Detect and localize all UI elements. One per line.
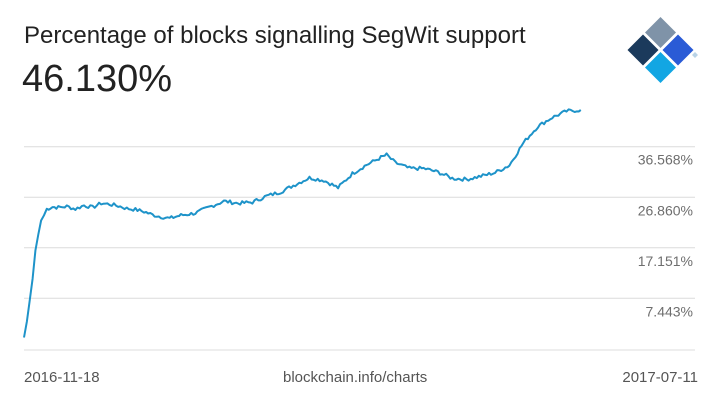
grid-lines xyxy=(24,146,695,351)
blockchain-logo-icon[interactable] xyxy=(623,15,698,90)
series-line xyxy=(23,108,582,338)
end-date: 2017-07-11 xyxy=(622,369,698,386)
current-value: 46.130% xyxy=(22,58,173,100)
y-tick-label: 7.443% xyxy=(646,303,693,319)
logo-tile-light xyxy=(645,52,676,83)
start-date: 2016-11-18 xyxy=(24,369,100,386)
y-axis-ticks: 7.443% 17.151% 26.860% 36.568% xyxy=(638,152,693,320)
y-tick-label: 36.568% xyxy=(638,152,693,168)
y-tick-label: 26.860% xyxy=(638,202,693,218)
logo-tile-blue xyxy=(662,34,694,66)
logo-tile-gray xyxy=(645,17,676,48)
logo-tile-pale xyxy=(692,52,698,58)
logo-tile-dark xyxy=(627,34,659,66)
source-link[interactable]: blockchain.info/charts xyxy=(283,369,428,386)
y-tick-label: 17.151% xyxy=(638,253,693,269)
chart-title: Percentage of blocks signalling SegWit s… xyxy=(24,22,526,49)
